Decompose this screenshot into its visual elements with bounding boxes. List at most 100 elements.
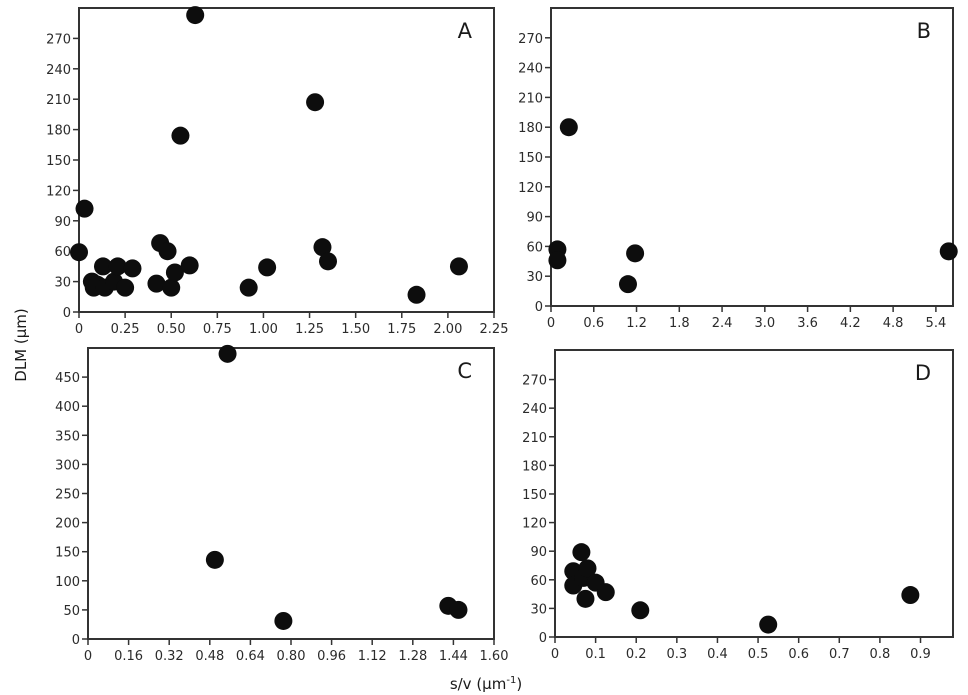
data-point bbox=[171, 126, 190, 145]
y-tick-label: 0 bbox=[535, 300, 543, 315]
data-point bbox=[158, 242, 177, 261]
y-tick-label: 120 bbox=[518, 181, 543, 196]
y-tick-label: 0 bbox=[539, 631, 547, 646]
data-point bbox=[559, 118, 578, 137]
data-point bbox=[596, 583, 615, 602]
x-tick-label: 0.64 bbox=[236, 649, 265, 664]
data-point bbox=[572, 543, 591, 562]
y-tick-label: 0 bbox=[72, 633, 80, 648]
y-tick-label: 30 bbox=[54, 276, 71, 291]
data-point bbox=[239, 278, 258, 297]
x-axis-title-main: s/v (µm bbox=[450, 675, 507, 693]
data-point bbox=[759, 615, 778, 634]
y-tick-label: 0 bbox=[63, 306, 71, 321]
y-tick-label: 150 bbox=[46, 154, 71, 169]
data-point bbox=[186, 6, 205, 25]
x-tick-label: 0.3 bbox=[666, 647, 687, 662]
x-tick-label: 0.4 bbox=[707, 647, 728, 662]
y-tick-label: 50 bbox=[63, 604, 80, 619]
data-point bbox=[306, 93, 325, 112]
y-tick-label: 240 bbox=[46, 63, 71, 78]
y-tick-label: 270 bbox=[522, 374, 547, 389]
panel-b: 0 30 60 90 120 150 180 210 240 270 0 0.6 1.2 1.8 2.4 3.… bbox=[518, 7, 958, 331]
plot-frame bbox=[87, 347, 495, 640]
data-point bbox=[449, 600, 468, 619]
data-point bbox=[108, 257, 127, 276]
y-tick-label: 210 bbox=[518, 91, 543, 106]
panel-label: A bbox=[458, 19, 473, 43]
data-point bbox=[618, 275, 637, 294]
x-tick-label: 2.4 bbox=[712, 316, 733, 331]
panel-d: 0 30 60 90 120 150 180 210 240 270 0 0.1 0.2 0.3 0.4 0.… bbox=[522, 349, 954, 662]
y-tick-label: 210 bbox=[46, 93, 71, 108]
data-point bbox=[319, 252, 337, 271]
data-point bbox=[548, 251, 567, 270]
y-tick-label: 60 bbox=[530, 574, 547, 589]
data-point bbox=[939, 242, 958, 261]
data-point bbox=[313, 238, 332, 257]
x-tick-label: 0 bbox=[547, 316, 555, 331]
panel-label: C bbox=[457, 359, 472, 383]
x-tick-label: 4.8 bbox=[883, 316, 904, 331]
x-tick-label: 3.6 bbox=[797, 316, 818, 331]
y-tick-label: 120 bbox=[46, 184, 71, 199]
y-tick-label: 120 bbox=[522, 517, 547, 532]
data-point bbox=[274, 611, 293, 630]
data-point bbox=[162, 278, 181, 297]
y-tick-label: 270 bbox=[46, 32, 71, 47]
y-tick-label: 180 bbox=[46, 124, 71, 139]
data-point bbox=[147, 274, 166, 293]
y-tick-label: 250 bbox=[55, 488, 80, 503]
y-tick-label: 200 bbox=[55, 517, 80, 532]
y-tick-label: 90 bbox=[530, 545, 547, 560]
x-tick-label: 0.25 bbox=[111, 322, 140, 337]
x-tick-label: 0.16 bbox=[114, 649, 143, 664]
data-point bbox=[165, 263, 184, 282]
data-point bbox=[626, 244, 645, 263]
x-tick-label: 1.2 bbox=[626, 316, 647, 331]
x-tick-label: 0.80 bbox=[277, 649, 306, 664]
x-axis-title-superscript: -1 bbox=[506, 675, 516, 686]
data-point bbox=[578, 559, 597, 578]
data-point bbox=[449, 257, 468, 276]
y-tick-label: 180 bbox=[522, 459, 547, 474]
x-tick-label: 0.8 bbox=[870, 647, 891, 662]
data-point bbox=[116, 278, 135, 297]
x-tick-label: 1.8 bbox=[669, 316, 690, 331]
x-tick-label: 1.12 bbox=[358, 649, 387, 664]
data-point bbox=[218, 344, 237, 363]
x-tick-label: 1.25 bbox=[295, 322, 324, 337]
data-point bbox=[180, 256, 199, 275]
x-tick-label: 1.00 bbox=[249, 322, 278, 337]
y-tick-label: 150 bbox=[518, 151, 543, 166]
x-tick-label: 1.44 bbox=[439, 649, 468, 664]
y-tick-label: 270 bbox=[518, 32, 543, 47]
y-tick-label: 180 bbox=[518, 121, 543, 136]
x-tick-label: 0.96 bbox=[317, 649, 346, 664]
y-tick-label: 60 bbox=[54, 245, 71, 260]
x-tick-label: 5.4 bbox=[926, 316, 947, 331]
y-tick-label: 150 bbox=[522, 488, 547, 503]
x-tick-label: 1.28 bbox=[398, 649, 427, 664]
x-tick-label: 0.9 bbox=[910, 647, 931, 662]
data-point bbox=[205, 550, 224, 569]
x-tick-label: 0.48 bbox=[195, 649, 224, 664]
x-axis-title-close: ) bbox=[516, 675, 522, 693]
y-tick-label: 30 bbox=[530, 602, 547, 617]
x-tick-label: 0 bbox=[84, 649, 92, 664]
y-tick-label: 400 bbox=[55, 400, 80, 415]
x-axis-title: s/v (µm-1) bbox=[450, 675, 522, 693]
y-tick-label: 240 bbox=[522, 402, 547, 417]
y-tick-label: 90 bbox=[54, 215, 71, 230]
panel-a: 0 30 60 90 120 150 180 210 240 270 0 0.25 0.50 0.75 1.… bbox=[46, 6, 508, 337]
x-tick-label: 0.50 bbox=[157, 322, 186, 337]
x-tick-label: 0.6 bbox=[583, 316, 604, 331]
y-axis-title: DLM (µm) bbox=[12, 308, 30, 381]
x-tick-label: 4.2 bbox=[840, 316, 861, 331]
x-tick-label: 0 bbox=[75, 322, 83, 337]
data-point bbox=[576, 589, 595, 608]
x-tick-label: 0.2 bbox=[626, 647, 647, 662]
x-tick-label: 2.25 bbox=[480, 322, 509, 337]
x-tick-label: 3.0 bbox=[754, 316, 775, 331]
x-tick-label: 0.7 bbox=[829, 647, 850, 662]
